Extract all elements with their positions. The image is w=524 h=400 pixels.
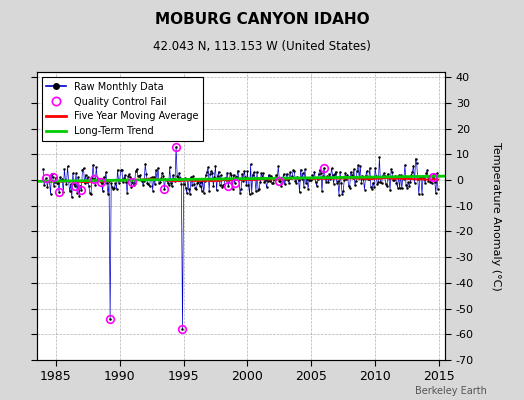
Y-axis label: Temperature Anomaly (°C): Temperature Anomaly (°C)	[490, 142, 500, 290]
Text: 42.043 N, 113.153 W (United States): 42.043 N, 113.153 W (United States)	[153, 40, 371, 53]
Text: MOBURG CANYON IDAHO: MOBURG CANYON IDAHO	[155, 12, 369, 27]
Text: Berkeley Earth: Berkeley Earth	[416, 386, 487, 396]
Legend: Raw Monthly Data, Quality Control Fail, Five Year Moving Average, Long-Term Tren: Raw Monthly Data, Quality Control Fail, …	[41, 77, 203, 141]
